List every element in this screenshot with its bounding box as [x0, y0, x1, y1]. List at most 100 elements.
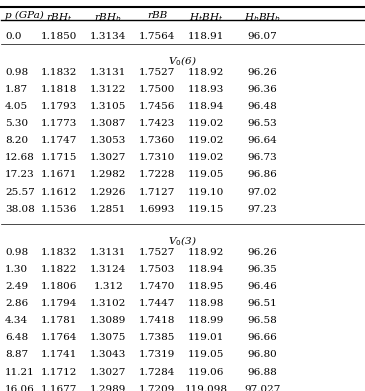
Text: 119.02: 119.02	[188, 136, 224, 145]
Text: 2.86: 2.86	[5, 299, 28, 308]
Text: 118.94: 118.94	[188, 102, 224, 111]
Text: 96.88: 96.88	[247, 368, 277, 377]
Text: 97.027: 97.027	[244, 385, 280, 391]
Text: 11.21: 11.21	[5, 368, 35, 377]
Text: 1.7564: 1.7564	[139, 32, 175, 41]
Text: 96.66: 96.66	[247, 333, 277, 342]
Text: 96.07: 96.07	[247, 32, 277, 41]
Text: 38.08: 38.08	[5, 205, 35, 214]
Text: 118.92: 118.92	[188, 248, 224, 256]
Text: 118.98: 118.98	[188, 299, 224, 308]
Text: 1.1832: 1.1832	[41, 68, 77, 77]
Text: V$_0$(3): V$_0$(3)	[168, 235, 197, 248]
Text: 119.02: 119.02	[188, 119, 224, 128]
Text: 96.26: 96.26	[247, 68, 277, 77]
Text: 1.1818: 1.1818	[41, 85, 77, 94]
Text: 1.1677: 1.1677	[41, 385, 77, 391]
Text: 1.1794: 1.1794	[41, 299, 77, 308]
Text: 96.86: 96.86	[247, 170, 277, 179]
Text: 118.92: 118.92	[188, 68, 224, 77]
Text: 4.34: 4.34	[5, 316, 28, 325]
Text: 1.7360: 1.7360	[139, 136, 175, 145]
Text: 1.1764: 1.1764	[41, 333, 77, 342]
Text: 1.2851: 1.2851	[90, 205, 126, 214]
Text: 119.05: 119.05	[188, 350, 224, 359]
Text: 1.312: 1.312	[93, 282, 123, 291]
Text: 1.3124: 1.3124	[90, 265, 126, 274]
Text: 96.46: 96.46	[247, 282, 277, 291]
Text: 1.1712: 1.1712	[41, 368, 77, 377]
Text: 1.3134: 1.3134	[90, 32, 126, 41]
Text: 119.15: 119.15	[188, 205, 224, 214]
Text: 1.1793: 1.1793	[41, 102, 77, 111]
Text: 1.7228: 1.7228	[139, 170, 175, 179]
Text: 1.1741: 1.1741	[41, 350, 77, 359]
Text: rBH$_t$: rBH$_t$	[46, 11, 73, 24]
Text: 1.3043: 1.3043	[90, 350, 126, 359]
Text: 1.7423: 1.7423	[139, 119, 175, 128]
Text: 119.098: 119.098	[185, 385, 227, 391]
Text: 1.7284: 1.7284	[139, 368, 175, 377]
Text: 96.51: 96.51	[247, 299, 277, 308]
Text: 1.7385: 1.7385	[139, 333, 175, 342]
Text: 1.3027: 1.3027	[90, 368, 126, 377]
Text: 118.93: 118.93	[188, 85, 224, 94]
Text: 1.1822: 1.1822	[41, 265, 77, 274]
Text: 0.98: 0.98	[5, 68, 28, 77]
Text: 1.3027: 1.3027	[90, 153, 126, 162]
Text: 5.30: 5.30	[5, 119, 28, 128]
Text: 1.1715: 1.1715	[41, 153, 77, 162]
Text: 1.6993: 1.6993	[139, 205, 175, 214]
Text: 1.1773: 1.1773	[41, 119, 77, 128]
Text: 96.48: 96.48	[247, 102, 277, 111]
Text: 119.02: 119.02	[188, 153, 224, 162]
Text: 6.48: 6.48	[5, 333, 28, 342]
Text: 119.05: 119.05	[188, 170, 224, 179]
Text: 0.98: 0.98	[5, 248, 28, 256]
Text: 1.30: 1.30	[5, 265, 28, 274]
Text: 1.3053: 1.3053	[90, 136, 126, 145]
Text: 1.3075: 1.3075	[90, 333, 126, 342]
Text: 1.7319: 1.7319	[139, 350, 175, 359]
Text: 118.95: 118.95	[188, 282, 224, 291]
Text: 1.1671: 1.1671	[41, 170, 77, 179]
Text: 1.2982: 1.2982	[90, 170, 126, 179]
Text: 96.53: 96.53	[247, 119, 277, 128]
Text: 1.3087: 1.3087	[90, 119, 126, 128]
Text: 1.3131: 1.3131	[90, 248, 126, 256]
Text: 1.7447: 1.7447	[139, 299, 175, 308]
Text: 1.1747: 1.1747	[41, 136, 77, 145]
Text: 12.68: 12.68	[5, 153, 35, 162]
Text: 0.0: 0.0	[5, 32, 22, 41]
Text: 1.2926: 1.2926	[90, 188, 126, 197]
Text: 96.64: 96.64	[247, 136, 277, 145]
Text: 1.7310: 1.7310	[139, 153, 175, 162]
Text: 1.7470: 1.7470	[139, 282, 175, 291]
Text: 96.26: 96.26	[247, 248, 277, 256]
Text: 1.3102: 1.3102	[90, 299, 126, 308]
Text: rBH$_b$: rBH$_b$	[94, 11, 122, 24]
Text: V$_0$(6): V$_0$(6)	[168, 55, 197, 68]
Text: 96.73: 96.73	[247, 153, 277, 162]
Text: 1.7500: 1.7500	[139, 85, 175, 94]
Text: 1.87: 1.87	[5, 85, 28, 94]
Text: 25.57: 25.57	[5, 188, 35, 197]
Text: 1.7503: 1.7503	[139, 265, 175, 274]
Text: 96.80: 96.80	[247, 350, 277, 359]
Text: 119.01: 119.01	[188, 333, 224, 342]
Text: 1.1832: 1.1832	[41, 248, 77, 256]
Text: 1.2989: 1.2989	[90, 385, 126, 391]
Text: 4.05: 4.05	[5, 102, 28, 111]
Text: 8.20: 8.20	[5, 136, 28, 145]
Text: 2.49: 2.49	[5, 282, 28, 291]
Text: 97.23: 97.23	[247, 205, 277, 214]
Text: 96.36: 96.36	[247, 85, 277, 94]
Text: 96.35: 96.35	[247, 265, 277, 274]
Text: 119.06: 119.06	[188, 368, 224, 377]
Text: 8.87: 8.87	[5, 350, 28, 359]
Text: 1.3122: 1.3122	[90, 85, 126, 94]
Text: 1.7127: 1.7127	[139, 188, 175, 197]
Text: 1.7527: 1.7527	[139, 248, 175, 256]
Text: 1.1781: 1.1781	[41, 316, 77, 325]
Text: 97.02: 97.02	[247, 188, 277, 197]
